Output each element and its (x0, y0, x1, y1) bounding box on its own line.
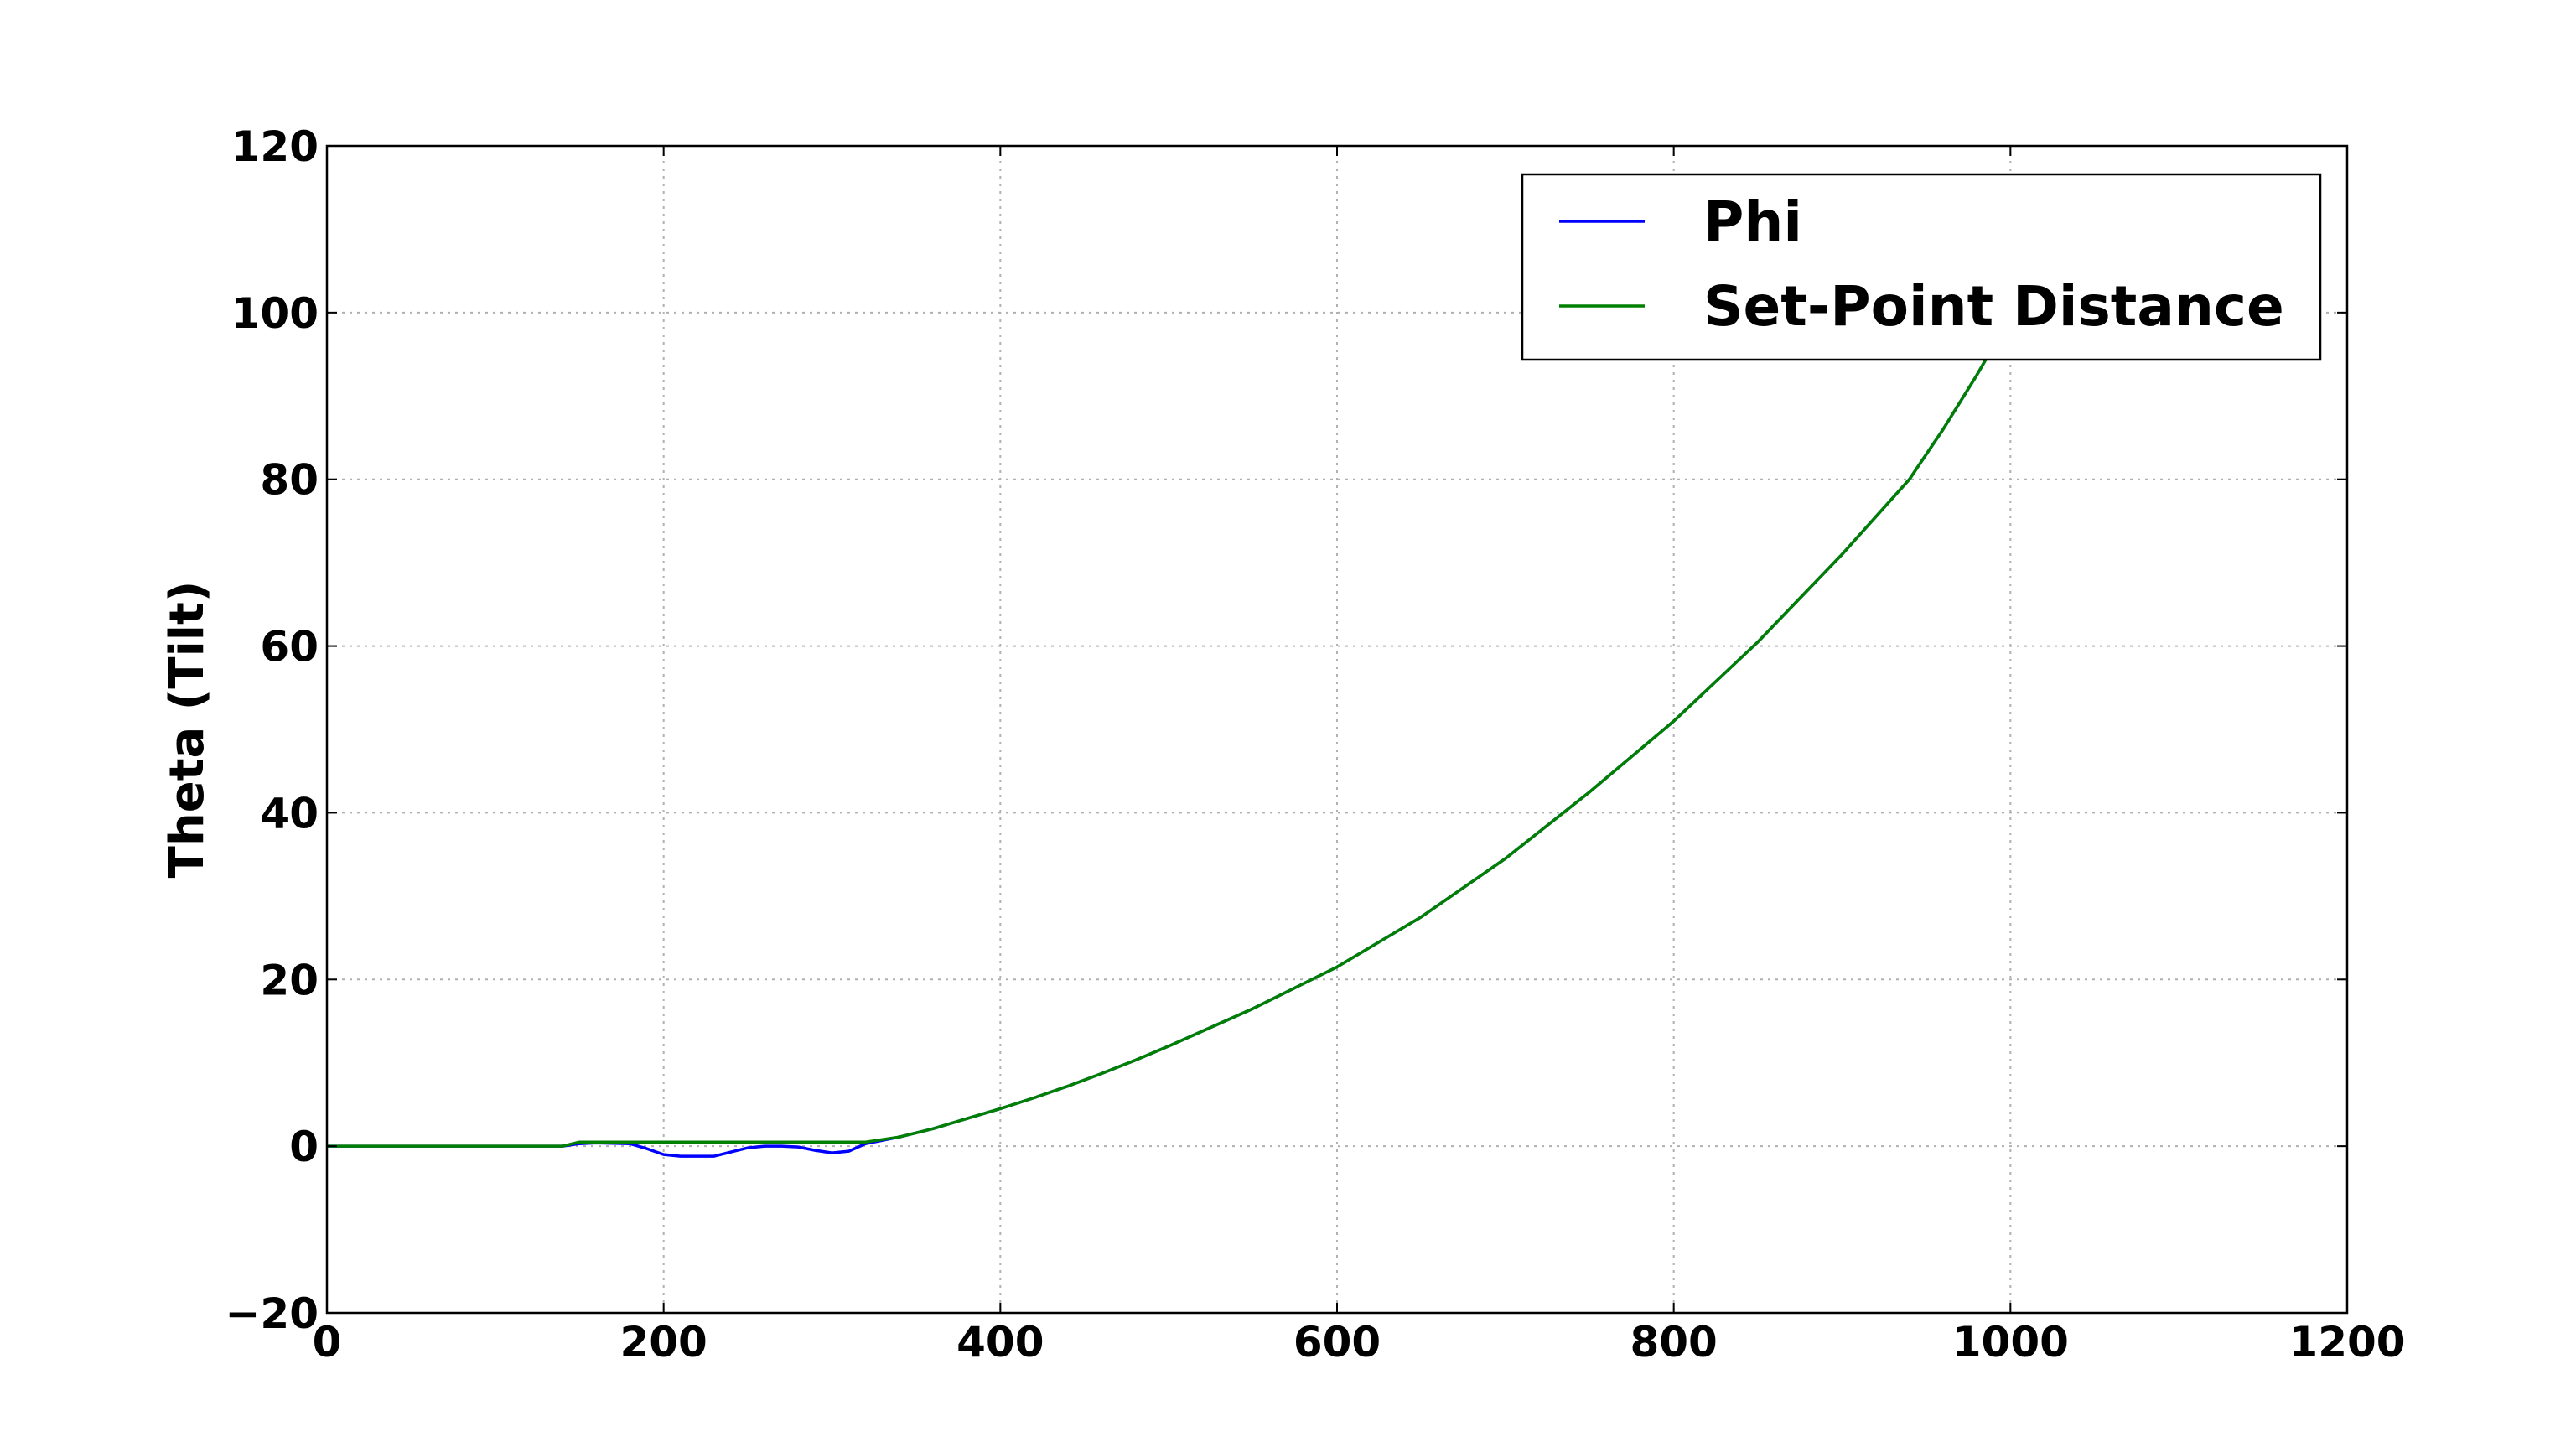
legend-box (1521, 173, 2322, 361)
y-tick-label: 80 (260, 456, 319, 505)
x-tick-label: 0 (313, 1318, 342, 1367)
y-tick-label: −20 (225, 1289, 319, 1338)
legend-label-phi: Phi (1703, 189, 1802, 254)
series-line-phi (327, 344, 1996, 1158)
x-tick-label: 400 (956, 1318, 1044, 1367)
y-tick-label: 60 (260, 623, 319, 672)
series-line-set-point-distance (327, 344, 1996, 1148)
y-tick-label: 40 (260, 789, 319, 838)
x-tick-label: 1200 (2288, 1318, 2405, 1367)
y-tick-label: 120 (231, 122, 319, 171)
y-tick-label: 0 (289, 1123, 319, 1171)
x-tick-label: 200 (619, 1318, 707, 1367)
x-tick-label: 1000 (1952, 1318, 2069, 1367)
series-layer (327, 344, 1996, 1158)
y-axis-label: Theta (Tilt) (160, 581, 215, 879)
y-tick-label: 20 (260, 956, 319, 1004)
x-tick-label: 800 (1630, 1318, 1717, 1367)
legend: Phi Set-Point Distance (1521, 173, 2322, 361)
x-tick-label: 600 (1293, 1318, 1381, 1367)
y-tick-label: 100 (231, 289, 319, 338)
legend-label-set-point-distance: Set-Point Distance (1703, 274, 2284, 339)
